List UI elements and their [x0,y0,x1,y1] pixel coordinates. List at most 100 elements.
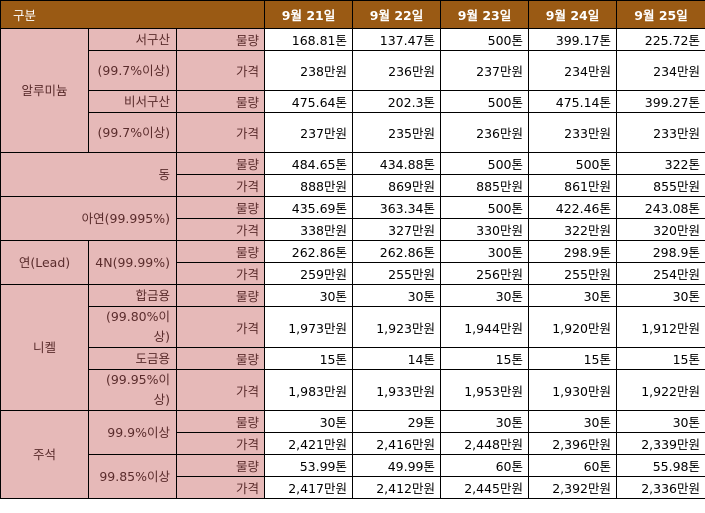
cell-price: 234만원 [616,50,705,91]
price-label: 가격 [175,218,266,241]
price-label: 가격 [175,174,266,197]
table-row: (99.7%이상) 가격 238만원 236만원 237만원 234만원 234… [1,50,705,91]
copper-label: 동 [0,152,177,197]
cell-price: 237만원 [440,50,530,91]
nickel-alloy-label: 합금용 [88,284,177,307]
cell-qty: 30톤 [264,284,354,307]
qty-label: 물량 [175,410,266,433]
cell-qty: 60톤 [440,454,530,477]
qty-label: 물량 [175,454,266,477]
cell-qty: 30톤 [440,410,530,433]
cell-qty: 300톤 [440,240,530,263]
table-row: (99.80%이상) 가격 1,973만원 1,923만원 1,944만원 1,… [1,306,705,348]
nickel-plating-label: 도금용 [88,347,177,370]
cell-qty: 434.88톤 [352,152,442,175]
cell-qty: 435.69톤 [264,196,354,219]
aluminum-western-purity: (99.7%이상) [88,50,177,91]
cell-qty: 298.9톤 [616,240,705,263]
cell-qty: 363.34톤 [352,196,442,219]
cell-price: 1,923만원 [352,306,442,348]
cell-price: 2,396만원 [528,432,618,455]
cell-price: 2,412만원 [352,476,442,499]
cell-price: 1,944만원 [440,306,530,348]
aluminum-nonwestern-purity: (99.7%이상) [88,112,177,153]
cell-qty: 399.27톤 [616,90,705,113]
cell-price: 885만원 [440,174,530,197]
cell-price: 1,922만원 [616,369,705,411]
header-row: 구분 9월 21일 9월 22일 9월 23일 9월 24일 9월 25일 [0,0,705,29]
cell-price: 2,421만원 [264,432,354,455]
table-row: 가격 338만원 327만원 330만원 322만원 320만원 [1,218,705,241]
cell-price: 238만원 [264,50,354,91]
qty-label: 물량 [175,284,266,307]
price-label: 가격 [175,432,266,455]
qty-label: 물량 [175,152,266,175]
aluminum-nonwestern-label: 비서구산 [88,90,177,113]
nickel-alloy-purity: (99.80%이상) [88,306,177,348]
header-date: 9월 21일 [264,0,354,29]
metal-price-table: 구분 9월 21일 9월 22일 9월 23일 9월 24일 9월 25일 알루… [0,0,705,499]
cell-price: 233만원 [616,112,705,153]
cell-price: 259만원 [264,262,354,285]
cell-qty: 15톤 [264,347,354,370]
cell-qty: 500톤 [440,28,530,51]
cell-qty: 30톤 [352,284,442,307]
cell-price: 236만원 [352,50,442,91]
cell-qty: 15톤 [616,347,705,370]
cell-qty: 500톤 [440,152,530,175]
cell-qty: 500톤 [440,90,530,113]
cell-price: 1,912만원 [616,306,705,348]
table-row: 가격 259만원 255만원 256만원 255만원 254만원 [1,262,705,285]
cell-price: 2,417만원 [264,476,354,499]
tin-label: 주석 [0,410,89,499]
nickel-plating-purity: (99.95%이상) [88,369,177,411]
price-label: 가격 [175,306,266,348]
cell-price: 2,416만원 [352,432,442,455]
cell-qty: 30톤 [616,410,705,433]
cell-qty: 500톤 [528,152,618,175]
qty-label: 물량 [175,196,266,219]
nickel-label: 니켈 [0,284,89,411]
cell-price: 2,445만원 [440,476,530,499]
cell-price: 888만원 [264,174,354,197]
cell-qty: 225.72톤 [616,28,705,51]
cell-price: 2,392만원 [528,476,618,499]
cell-price: 861만원 [528,174,618,197]
cell-price: 255만원 [528,262,618,285]
header-date: 9월 23일 [440,0,530,29]
cell-qty: 30톤 [440,284,530,307]
cell-price: 2,448만원 [440,432,530,455]
price-label: 가격 [175,50,266,91]
cell-qty: 29톤 [352,410,442,433]
cell-price: 320만원 [616,218,705,241]
price-label: 가격 [175,262,266,285]
cell-price: 234만원 [528,50,618,91]
cell-price: 254만원 [616,262,705,285]
cell-price: 235만원 [352,112,442,153]
cell-qty: 60톤 [528,454,618,477]
qty-label: 물량 [175,28,266,51]
cell-qty: 475.64톤 [264,90,354,113]
table-row: 가격 2,417만원 2,412만원 2,445만원 2,392만원 2,336… [1,476,705,499]
cell-qty: 262.86톤 [264,240,354,263]
cell-qty: 322톤 [616,152,705,175]
cell-price: 237만원 [264,112,354,153]
tin-grade2-label: 99.85%이상 [88,454,177,499]
cell-qty: 30톤 [528,410,618,433]
cell-price: 233만원 [528,112,618,153]
cell-qty: 30톤 [264,410,354,433]
cell-qty: 15톤 [440,347,530,370]
table-row: 비서구산 물량 475.64톤 202.3톤 500톤 475.14톤 399.… [1,90,705,113]
table-row: (99.95%이상) 가격 1,983만원 1,933만원 1,953만원 1,… [1,369,705,411]
cell-price: 255만원 [352,262,442,285]
table-row: 알루미늄 서구산 물량 168.81톤 137.47톤 500톤 399.17톤… [0,28,705,153]
cell-price: 2,336만원 [616,476,705,499]
table-row: (99.7%이상) 가격 237만원 235만원 236만원 233만원 233… [1,112,705,153]
table-row: 99.85%이상 물량 53.99톤 49.99톤 60톤 60톤 55.98톤 [1,454,705,499]
cell-qty: 422.46톤 [528,196,618,219]
qty-label: 물량 [175,240,266,263]
lead-grade: 4N(99.99%) [88,240,177,285]
cell-price: 1,920만원 [528,306,618,348]
price-label: 가격 [175,476,266,499]
cell-qty: 399.17톤 [528,28,618,51]
